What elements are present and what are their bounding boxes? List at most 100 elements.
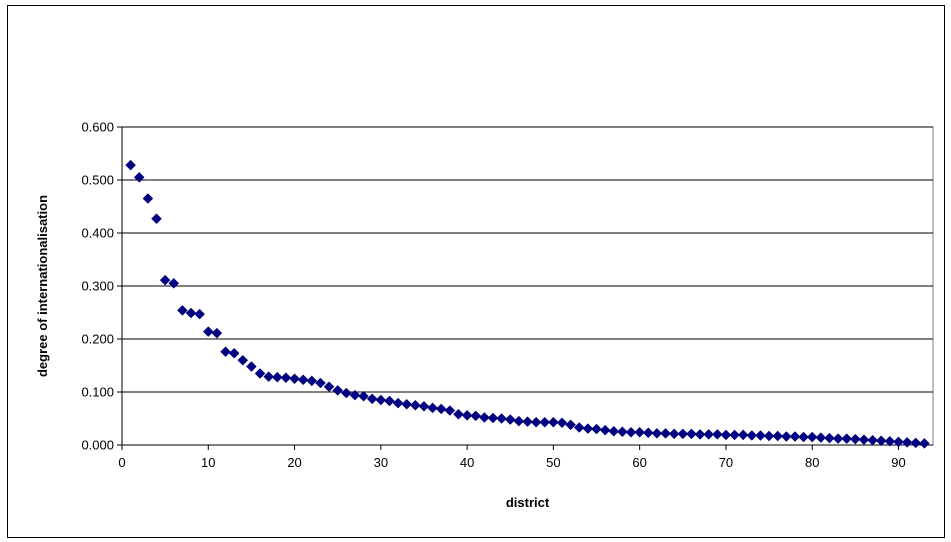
data-point — [789, 431, 801, 442]
x-tick-label: 50 — [546, 455, 560, 470]
grid-lines — [122, 126, 933, 393]
data-point — [384, 395, 395, 407]
data-point — [832, 433, 844, 444]
data-point — [289, 373, 300, 385]
data-point — [841, 433, 853, 444]
y-tick-label: 0.600 — [81, 120, 114, 135]
data-point — [427, 402, 438, 414]
data-point — [815, 432, 827, 443]
data-point — [513, 415, 525, 427]
data-point — [737, 429, 749, 441]
x-tick-label: 30 — [374, 455, 388, 470]
data-point — [703, 429, 715, 440]
data-point — [194, 308, 206, 320]
x-tick-label: 80 — [805, 455, 819, 470]
data-point — [254, 368, 266, 379]
data-point — [297, 374, 309, 386]
x-axis-title: district — [506, 495, 550, 510]
data-point — [263, 371, 275, 382]
data-point — [858, 434, 870, 446]
data-point — [340, 387, 352, 399]
data-point — [453, 408, 464, 420]
data-point — [798, 431, 809, 443]
data-point — [237, 354, 249, 366]
data-point — [271, 371, 283, 383]
data-point — [677, 428, 689, 440]
data-point — [409, 399, 421, 411]
data-point — [461, 409, 473, 421]
data-point — [125, 159, 136, 171]
data-point — [634, 426, 646, 438]
data-point — [729, 429, 740, 441]
data-points — [125, 159, 930, 449]
data-point — [780, 431, 792, 442]
data-point — [522, 416, 533, 428]
data-point — [642, 427, 654, 439]
data-point — [599, 424, 611, 436]
data-point — [306, 375, 318, 387]
y-tick-label: 0.500 — [81, 173, 114, 188]
data-point — [668, 428, 680, 440]
data-point — [772, 430, 784, 442]
data-point — [660, 427, 671, 439]
y-tick-label: 0.300 — [81, 279, 114, 294]
data-point — [392, 397, 404, 409]
data-point — [211, 327, 223, 339]
data-point — [711, 429, 723, 440]
data-point — [884, 435, 896, 447]
data-point — [349, 389, 361, 401]
data-point — [901, 436, 913, 448]
data-point — [185, 307, 197, 319]
data-point — [358, 390, 369, 402]
data-point — [332, 385, 344, 396]
data-point — [142, 193, 154, 204]
data-point — [849, 433, 861, 445]
data-point — [177, 305, 188, 316]
scatter-chart: 0.000 0.100 0.200 0.300 0.400 0.500 0.600 0 10 2… — [35, 120, 934, 510]
data-point — [228, 347, 240, 359]
x-tick-label: 40 — [460, 455, 474, 470]
data-point — [220, 346, 231, 358]
data-point — [539, 416, 551, 428]
data-point — [755, 430, 766, 441]
x-tick-label: 20 — [287, 455, 301, 470]
x-tick-label: 10 — [201, 455, 215, 470]
data-point — [418, 400, 430, 412]
data-point — [159, 274, 171, 286]
data-point — [694, 429, 706, 440]
data-point — [315, 377, 326, 389]
data-point — [366, 393, 378, 405]
data-point — [487, 412, 499, 424]
data-point — [435, 403, 447, 415]
data-point — [582, 423, 594, 434]
x-tick-label: 70 — [719, 455, 733, 470]
data-point — [470, 410, 482, 422]
data-point — [323, 381, 335, 393]
data-point — [151, 213, 162, 225]
data-point — [806, 431, 818, 443]
data-point — [548, 416, 559, 428]
data-point — [910, 437, 922, 449]
data-point — [401, 398, 413, 410]
data-point — [202, 326, 214, 337]
data-point — [651, 427, 663, 439]
data-point — [867, 434, 878, 446]
data-point — [824, 432, 835, 444]
data-point — [746, 430, 758, 441]
data-point — [919, 438, 930, 449]
data-point — [720, 429, 732, 441]
data-point — [565, 419, 576, 431]
x-tick-label: 90 — [891, 455, 905, 470]
data-point — [625, 426, 637, 438]
data-point — [617, 426, 628, 438]
data-point — [133, 171, 145, 183]
y-tick-label: 0.100 — [81, 385, 114, 400]
data-point — [479, 412, 490, 423]
data-point — [875, 435, 887, 447]
data-point — [573, 422, 585, 433]
x-tick-label: 60 — [632, 455, 646, 470]
data-point — [280, 372, 292, 384]
data-point — [444, 405, 456, 416]
data-point — [496, 413, 507, 424]
y-axis: 0.000 0.100 0.200 0.300 0.400 0.500 0.600 — [81, 120, 123, 453]
